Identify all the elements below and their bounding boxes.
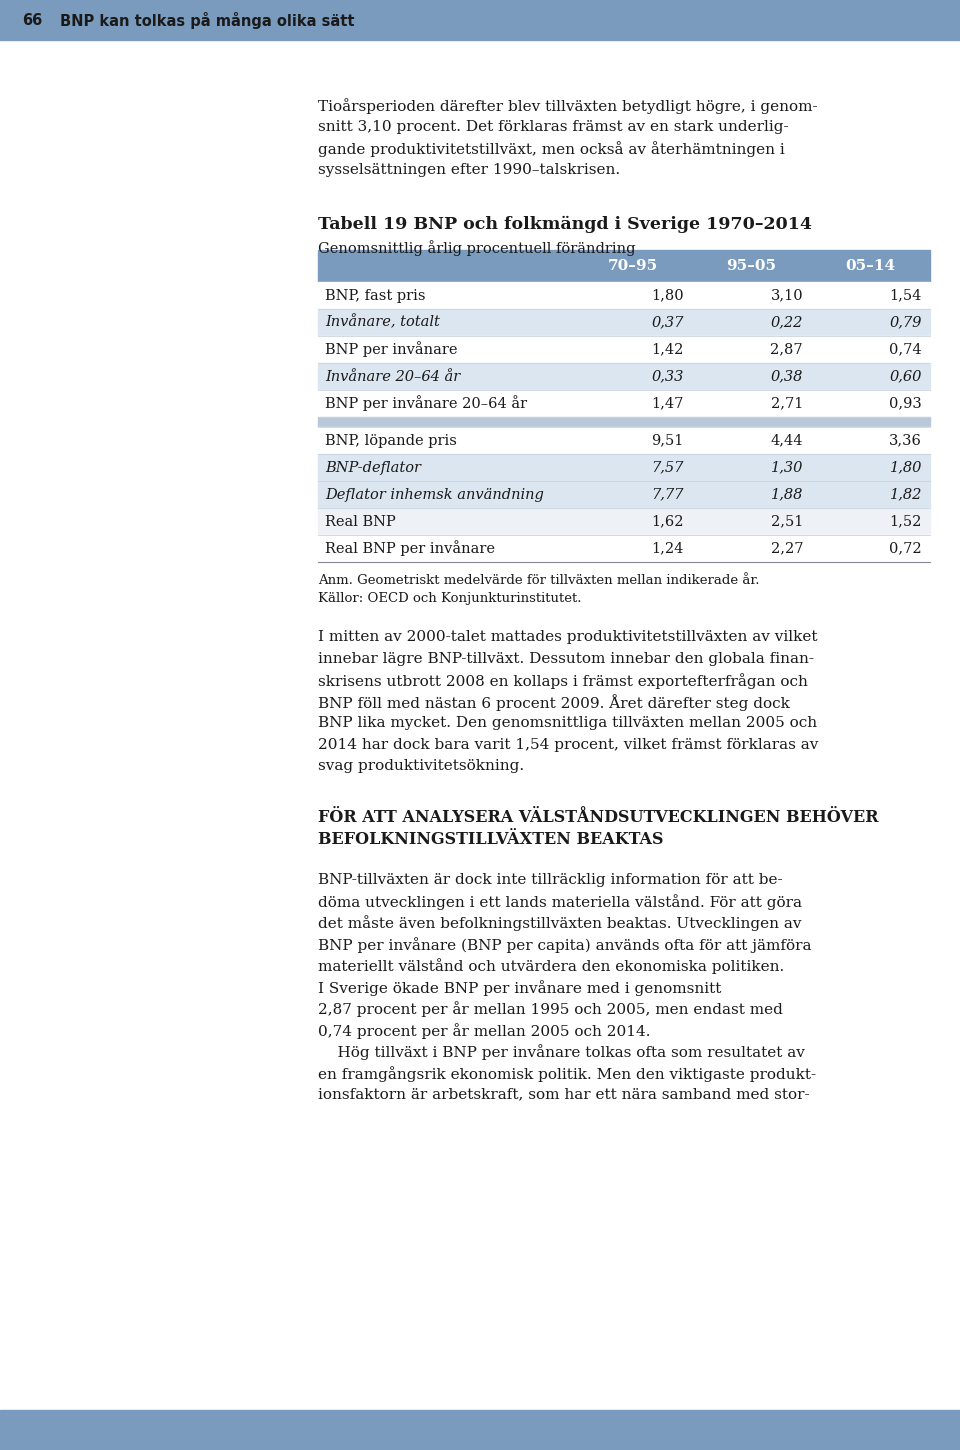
Text: 2,27: 2,27 — [771, 541, 803, 555]
Text: Real BNP: Real BNP — [325, 515, 396, 528]
Bar — [0, 1409, 960, 1450]
Text: 1,30: 1,30 — [771, 461, 803, 474]
Text: 1,24: 1,24 — [652, 541, 684, 555]
Text: 3,10: 3,10 — [770, 289, 803, 303]
Bar — [318, 426, 930, 454]
Bar — [318, 454, 930, 481]
Text: 05–14: 05–14 — [846, 260, 896, 273]
Text: I Sverige ökade BNP per invånare med i genomsnitt: I Sverige ökade BNP per invånare med i g… — [318, 980, 721, 996]
Text: Invånare 20–64 år: Invånare 20–64 år — [325, 370, 460, 383]
Text: Genomsnittlig årlig procentuell förändring: Genomsnittlig årlig procentuell förändri… — [318, 241, 636, 255]
Text: BNP per invånare 20–64 år: BNP per invånare 20–64 år — [325, 396, 527, 412]
Text: BNP-tillväxten är dock inte tillräcklig information för att be-: BNP-tillväxten är dock inte tillräcklig … — [318, 873, 782, 886]
Bar — [318, 390, 930, 418]
Text: Källor: OECD och Konjunkturinstitutet.: Källor: OECD och Konjunkturinstitutet. — [318, 592, 582, 605]
Text: 9,51: 9,51 — [652, 434, 684, 448]
Bar — [318, 336, 930, 362]
Text: döma utvecklingen i ett lands materiella välstånd. För att göra: döma utvecklingen i ett lands materiella… — [318, 895, 802, 911]
Text: BNP, fast pris: BNP, fast pris — [325, 289, 425, 303]
Text: BNP kan tolkas på många olika sätt: BNP kan tolkas på många olika sätt — [60, 12, 354, 29]
Text: 1,42: 1,42 — [652, 342, 684, 357]
Bar — [318, 362, 930, 390]
Text: Real BNP per invånare: Real BNP per invånare — [325, 541, 495, 557]
Text: 1,80: 1,80 — [652, 289, 684, 303]
Text: 4,44: 4,44 — [771, 434, 803, 448]
Text: 0,79: 0,79 — [890, 316, 922, 329]
Text: 0,33: 0,33 — [652, 370, 684, 383]
Text: skrisens utbrott 2008 en kollaps i främst exportefterfrågan och: skrisens utbrott 2008 en kollaps i främs… — [318, 673, 808, 689]
Text: 0,60: 0,60 — [890, 370, 922, 383]
Bar — [318, 281, 930, 309]
Text: Invånare, totalt: Invånare, totalt — [325, 315, 440, 329]
Bar — [318, 535, 930, 563]
Text: 95–05: 95–05 — [727, 260, 777, 273]
Text: 66: 66 — [22, 13, 42, 28]
Text: BNP per invånare: BNP per invånare — [325, 342, 458, 358]
Bar — [318, 249, 930, 281]
Bar — [318, 481, 930, 508]
Text: 0,38: 0,38 — [771, 370, 803, 383]
Text: det måste även befolkningstillväxten beaktas. Utvecklingen av: det måste även befolkningstillväxten bea… — [318, 915, 802, 931]
Text: gande produktivitetstillväxt, men också av återhämtningen i: gande produktivitetstillväxt, men också … — [318, 141, 784, 157]
Text: I mitten av 2000-talet mattades produktivitetstillväxten av vilket: I mitten av 2000-talet mattades produkti… — [318, 629, 818, 644]
Text: 1,88: 1,88 — [771, 487, 803, 502]
Text: snitt 3,10 procent. Det förklaras främst av en stark underlig-: snitt 3,10 procent. Det förklaras främst… — [318, 119, 788, 133]
Text: 1,47: 1,47 — [652, 396, 684, 410]
Text: 0,37: 0,37 — [652, 316, 684, 329]
Text: 3,36: 3,36 — [889, 434, 922, 448]
Text: 2,87: 2,87 — [770, 342, 803, 357]
Text: BNP-deflator: BNP-deflator — [325, 461, 421, 474]
Bar — [318, 507, 930, 535]
Text: 7,77: 7,77 — [652, 487, 684, 502]
Text: FÖR ATT ANALYSERA VÄLSTÅNDSUTVECKLINGEN BEHÖVER: FÖR ATT ANALYSERA VÄLSTÅNDSUTVECKLINGEN … — [318, 809, 878, 825]
Text: Tabell 19 BNP och folkmängd i Sverige 1970–2014: Tabell 19 BNP och folkmängd i Sverige 19… — [318, 216, 812, 233]
Text: BNP, löpande pris: BNP, löpande pris — [325, 434, 457, 448]
Text: Hög tillväxt i BNP per invånare tolkas ofta som resultatet av: Hög tillväxt i BNP per invånare tolkas o… — [318, 1044, 804, 1060]
Text: 0,74: 0,74 — [889, 342, 922, 357]
Text: innebar lägre BNP-tillväxt. Dessutom innebar den globala finan-: innebar lägre BNP-tillväxt. Dessutom inn… — [318, 651, 814, 666]
Text: ionsfaktorn är arbetskraft, som har ett nära samband med stor-: ionsfaktorn är arbetskraft, som har ett … — [318, 1088, 809, 1102]
Text: 1,54: 1,54 — [890, 289, 922, 303]
Text: materiellt välstånd och utvärdera den ekonomiska politiken.: materiellt välstånd och utvärdera den ek… — [318, 958, 784, 974]
Text: 70–95: 70–95 — [608, 260, 658, 273]
Text: Tioårsperioden därefter blev tillväxten betydligt högre, i genom-: Tioårsperioden därefter blev tillväxten … — [318, 99, 818, 115]
Text: 0,72: 0,72 — [889, 541, 922, 555]
Text: en framgångsrik ekonomisk politik. Men den viktigaste produkt-: en framgångsrik ekonomisk politik. Men d… — [318, 1066, 816, 1082]
Text: 0,74 procent per år mellan 2005 och 2014.: 0,74 procent per år mellan 2005 och 2014… — [318, 1024, 651, 1038]
Text: BNP föll med nästan 6 procent 2009. Året därefter steg dock: BNP föll med nästan 6 procent 2009. Året… — [318, 695, 790, 712]
Text: 1,62: 1,62 — [652, 515, 684, 528]
Text: Anm. Geometriskt medelvärde för tillväxten mellan indikerade år.: Anm. Geometriskt medelvärde för tillväxt… — [318, 574, 759, 587]
Text: sysselsättningen efter 1990–talskrisen.: sysselsättningen efter 1990–talskrisen. — [318, 162, 620, 177]
Text: BNP per invånare (BNP per capita) används ofta för att jämföra: BNP per invånare (BNP per capita) använd… — [318, 937, 811, 953]
Text: 0,22: 0,22 — [771, 316, 803, 329]
Bar — [0, 0, 960, 41]
Text: 7,57: 7,57 — [652, 461, 684, 474]
Text: BNP lika mycket. Den genomsnittliga tillväxten mellan 2005 och: BNP lika mycket. Den genomsnittliga till… — [318, 716, 817, 729]
Text: 2,87 procent per år mellan 1995 och 2005, men endast med: 2,87 procent per år mellan 1995 och 2005… — [318, 1002, 782, 1018]
Text: 1,82: 1,82 — [890, 487, 922, 502]
Text: 0,93: 0,93 — [889, 396, 922, 410]
Bar — [318, 418, 930, 426]
Text: 1,80: 1,80 — [890, 461, 922, 474]
Bar — [318, 309, 930, 336]
Text: 2,51: 2,51 — [771, 515, 803, 528]
Text: Deflator inhemsk användning: Deflator inhemsk användning — [325, 487, 544, 502]
Text: BEFOLKNINGSTILLVÄXTEN BEAKTAS: BEFOLKNINGSTILLVÄXTEN BEAKTAS — [318, 831, 663, 847]
Text: 2014 har dock bara varit 1,54 procent, vilket främst förklaras av: 2014 har dock bara varit 1,54 procent, v… — [318, 738, 818, 751]
Text: 1,52: 1,52 — [890, 515, 922, 528]
Text: svag produktivitetsökning.: svag produktivitetsökning. — [318, 758, 524, 773]
Text: 2,71: 2,71 — [771, 396, 803, 410]
